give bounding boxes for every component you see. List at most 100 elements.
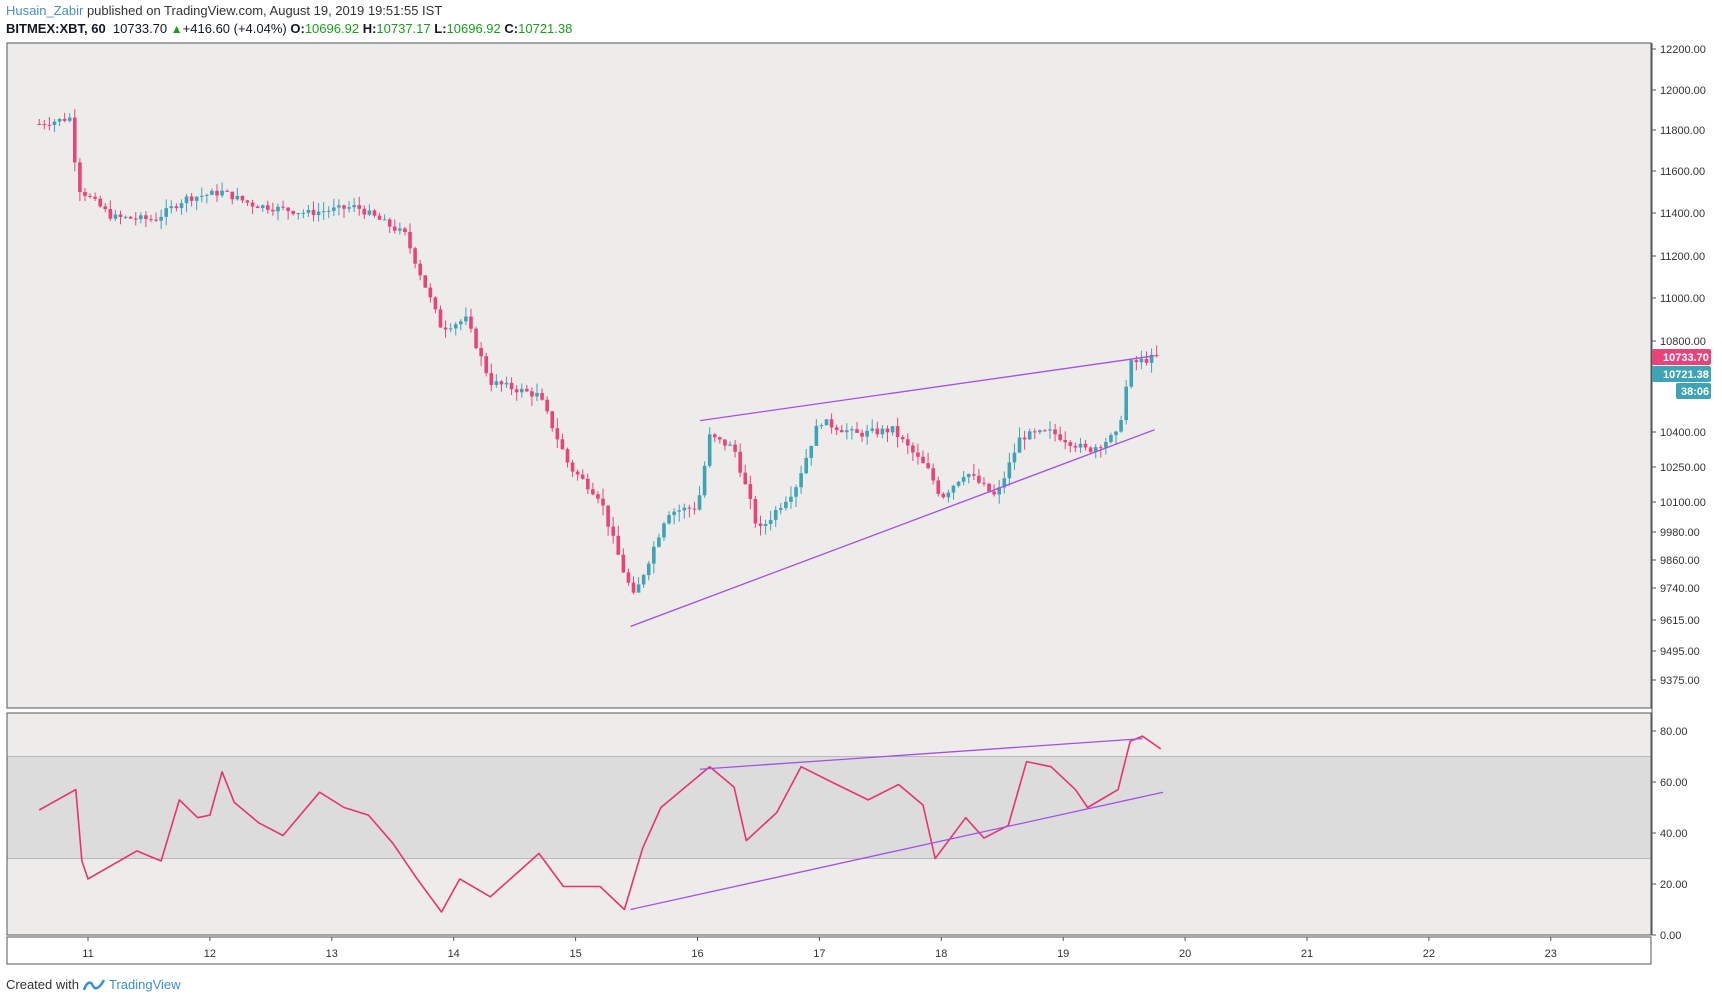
candle-body bbox=[1109, 435, 1113, 443]
candle-body bbox=[67, 117, 72, 121]
candle-body bbox=[113, 214, 118, 219]
countdown-badge bbox=[1676, 383, 1711, 399]
candle-body bbox=[372, 210, 377, 216]
candle-body bbox=[550, 411, 555, 429]
candle-body bbox=[230, 191, 235, 200]
candle-body bbox=[377, 215, 382, 220]
candle-body bbox=[992, 491, 996, 495]
ohlc-legend: BITMEX:XBT, 60 10733.70 ▲+416.60 (+4.04%… bbox=[6, 21, 572, 36]
candle-body bbox=[905, 439, 910, 446]
candle-body bbox=[1073, 445, 1078, 448]
candle-body bbox=[159, 216, 163, 221]
candle-body bbox=[413, 248, 417, 264]
candle-body bbox=[911, 445, 915, 453]
price-axis-label: 10250.00 bbox=[1660, 462, 1706, 474]
candle-body bbox=[631, 582, 636, 593]
candle-body bbox=[484, 356, 489, 374]
candle-body bbox=[621, 554, 626, 573]
candle-body bbox=[240, 195, 245, 201]
rsi-pane[interactable]: 80.00 60.00 40.00 20.00 0.00 bbox=[6, 712, 1688, 942]
candle-body bbox=[723, 439, 727, 446]
price-axis-label: 11200.00 bbox=[1660, 251, 1705, 263]
price-axis-label: 11600.00 bbox=[1660, 166, 1705, 178]
candle-body bbox=[128, 216, 133, 219]
candle-body bbox=[42, 124, 47, 126]
price-axis-label: 9740.00 bbox=[1660, 583, 1700, 595]
candle-body bbox=[1022, 437, 1027, 440]
low-value: 10696.92 bbox=[446, 21, 501, 36]
candle-body bbox=[977, 475, 981, 483]
last-price: 10733.70 bbox=[112, 21, 168, 36]
candle-body bbox=[743, 472, 748, 485]
candle-body bbox=[778, 508, 783, 510]
candle-body bbox=[433, 297, 438, 310]
candle-body bbox=[1032, 431, 1037, 433]
candle-body bbox=[611, 526, 615, 536]
candle-body bbox=[900, 437, 905, 440]
tradingview-link[interactable]: TradingView bbox=[108, 977, 181, 992]
candle-body bbox=[814, 425, 819, 446]
candle-body bbox=[662, 523, 666, 538]
price-axis-label: 11800.00 bbox=[1660, 125, 1705, 137]
candle-body bbox=[215, 190, 219, 196]
time-axis[interactable]: 11 12 13 14 15 16 17 18 19 20 21 22 23 bbox=[6, 936, 1652, 965]
candle-body bbox=[326, 210, 331, 212]
candle-body bbox=[875, 428, 880, 435]
candle-body bbox=[118, 214, 123, 217]
candle-body bbox=[220, 190, 224, 196]
time-axis-label: 20 bbox=[1179, 948, 1191, 960]
created-with-text: Created with bbox=[6, 977, 79, 992]
close-price-badge-text: 10721.38 bbox=[1663, 369, 1709, 381]
candle-body bbox=[707, 434, 712, 466]
candle-body bbox=[916, 452, 920, 457]
candle-body bbox=[225, 190, 229, 192]
candle-body bbox=[296, 213, 301, 215]
candle-body bbox=[88, 195, 92, 197]
last-price-badge-text: 10733.70 bbox=[1663, 352, 1709, 364]
candle-body bbox=[926, 463, 930, 469]
candle-body bbox=[1154, 354, 1159, 356]
candle-body bbox=[47, 124, 52, 126]
candle-body bbox=[591, 489, 595, 495]
candle-body bbox=[956, 481, 961, 486]
candle-body bbox=[570, 462, 575, 472]
candle-body bbox=[37, 124, 42, 125]
price-trendline bbox=[699, 355, 1155, 422]
candle-body bbox=[809, 445, 814, 458]
candle-body bbox=[580, 474, 585, 479]
candle-body bbox=[342, 205, 346, 209]
chart-canvas[interactable]: 12200.0012000.0011800.0011600.0011400.00… bbox=[0, 0, 1722, 970]
footer: Created with TradingView bbox=[6, 977, 181, 992]
time-axis-label: 19 bbox=[1057, 948, 1069, 960]
time-axis-frame bbox=[6, 936, 1652, 965]
author-link[interactable]: Husain_Zabir bbox=[6, 3, 84, 18]
candle-body bbox=[768, 519, 773, 525]
rsi-axis-label: 60.00 bbox=[1660, 777, 1688, 789]
candle-body bbox=[62, 118, 67, 121]
rsi-axis-label: 40.00 bbox=[1660, 828, 1688, 840]
time-axis-label: 17 bbox=[813, 948, 825, 960]
candle-body bbox=[1129, 360, 1134, 387]
candle-body bbox=[514, 389, 519, 393]
candle-body bbox=[443, 327, 448, 330]
candle-body bbox=[519, 388, 524, 393]
candle-body bbox=[718, 437, 722, 440]
candle-body bbox=[57, 118, 62, 122]
candle-body bbox=[316, 211, 321, 216]
candle-body bbox=[895, 426, 900, 438]
candle-body bbox=[738, 451, 742, 473]
low-label: L: bbox=[434, 21, 447, 36]
rsi-trendline bbox=[630, 791, 1164, 911]
price-pane[interactable]: 12200.00 12000.00 11800.00 11600.00 11400.00… bbox=[6, 42, 1706, 935]
candle-body bbox=[337, 205, 341, 208]
candle-body bbox=[255, 206, 260, 209]
price-axis-label: 9980.00 bbox=[1660, 527, 1700, 539]
publish-info: Husain_Zabir published on TradingView.co… bbox=[6, 3, 442, 18]
candle-body bbox=[784, 501, 788, 509]
candle-body bbox=[677, 510, 682, 512]
candle-body bbox=[98, 198, 102, 207]
open-value: 10696.92 bbox=[304, 21, 360, 36]
price-axis-label: 11000.00 bbox=[1660, 293, 1705, 305]
rsi-axis-label: 0.00 bbox=[1660, 930, 1681, 942]
candle-body bbox=[682, 507, 687, 511]
